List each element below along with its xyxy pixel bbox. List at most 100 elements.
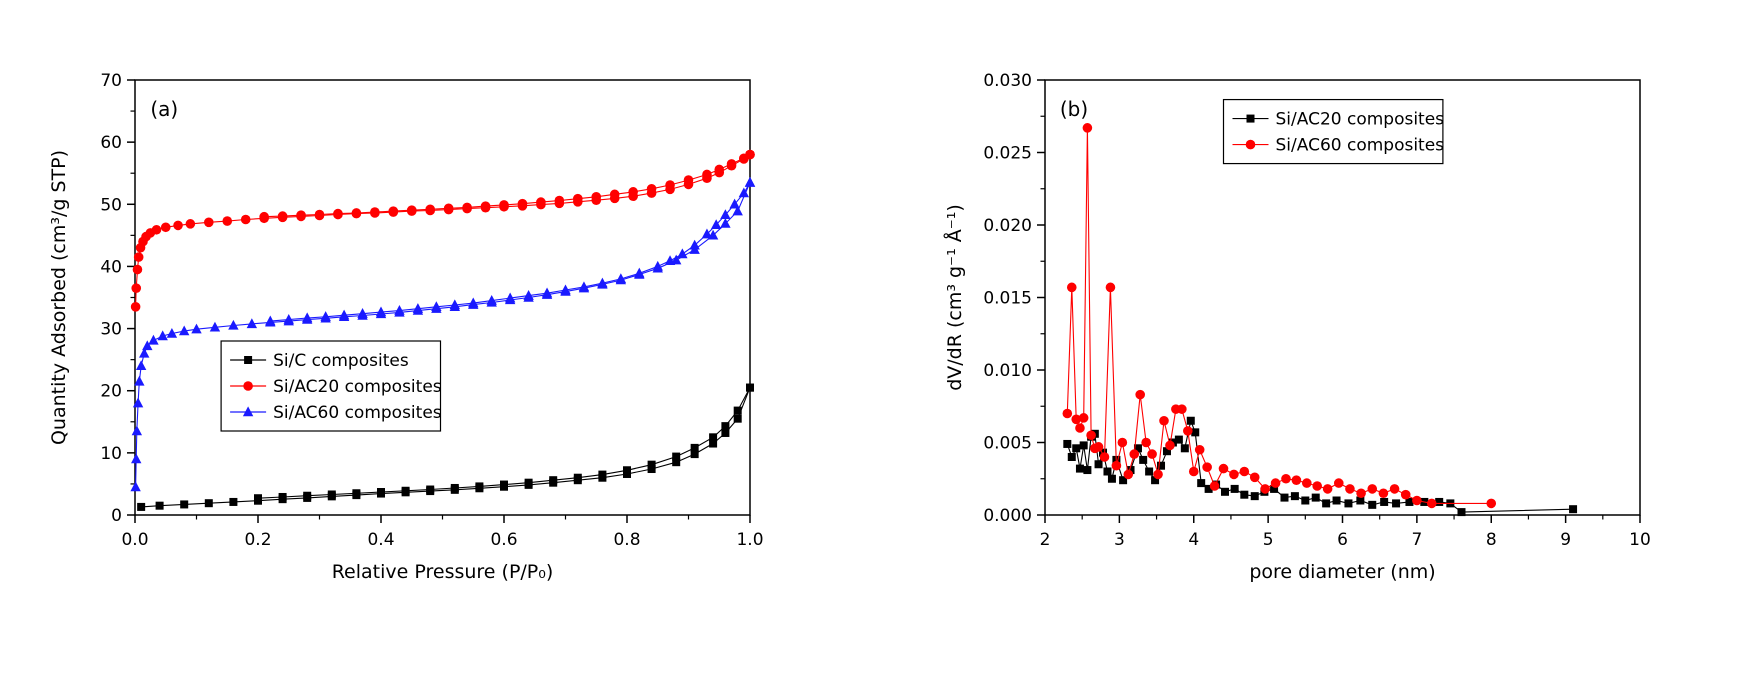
legend-label: Si/AC20 composites — [1276, 110, 1445, 130]
square-marker — [709, 439, 718, 448]
triangle-marker — [652, 260, 663, 271]
square-marker — [1311, 493, 1320, 502]
y-tick-label: 20 — [100, 382, 122, 402]
y-tick-label: 0.020 — [983, 216, 1032, 236]
circle-marker — [1229, 469, 1239, 480]
circle-marker — [1123, 469, 1134, 480]
circle-marker — [240, 214, 251, 225]
legend-label: Si/AC60 composites — [273, 403, 442, 423]
series-si-ac60-composites — [1062, 123, 1497, 509]
circle-marker — [646, 183, 657, 194]
triangle-marker — [130, 481, 141, 492]
x-tick-label: 7 — [1411, 530, 1422, 550]
square-marker — [1133, 444, 1142, 453]
plot-frame — [134, 79, 751, 516]
panel-b-pore-distribution-chart: 2 3 4 5 6 7 8 9 10 0.000 0.005 0.010 0.015 0.020 0.025… — [935, 50, 1655, 594]
square-marker — [1280, 493, 1289, 502]
circle-marker — [1078, 413, 1089, 423]
x-tick-label: 0.4 — [367, 530, 394, 550]
circle-marker — [1202, 462, 1212, 472]
square-marker — [137, 502, 146, 511]
square-marker — [721, 428, 730, 437]
circle-marker — [1356, 488, 1366, 499]
circle-marker — [1389, 484, 1400, 494]
circle-marker — [591, 192, 602, 202]
circle-marker — [1082, 123, 1093, 133]
series-line — [135, 154, 751, 307]
panel-a-isotherm-chart: 0.0 0.2 0.4 0.6 0.8 1.0 0 10 20 30 40 50 60 70 Relativ… — [35, 50, 765, 594]
circle-marker — [1367, 484, 1378, 494]
circle-marker — [351, 208, 362, 218]
x-tick-label: 9 — [1560, 530, 1571, 550]
square-marker — [352, 489, 361, 498]
square-marker — [1063, 439, 1072, 448]
square-marker — [426, 485, 435, 494]
square-marker — [709, 433, 718, 442]
circle-marker — [1066, 282, 1077, 293]
circle-marker — [406, 205, 417, 215]
legend-label: Si/C composites — [273, 351, 409, 371]
panel-label: (b) — [1060, 97, 1088, 121]
triangle-marker — [701, 228, 713, 239]
triangle-marker — [302, 312, 313, 323]
square-marker — [1139, 455, 1148, 464]
square-marker — [1180, 444, 1189, 453]
triangle-marker — [191, 323, 202, 334]
triangle-marker — [710, 219, 722, 229]
circle-marker — [739, 153, 749, 164]
circle-marker — [573, 193, 583, 204]
circle-marker — [1218, 463, 1229, 474]
square-marker — [733, 406, 742, 415]
square-marker — [721, 422, 730, 431]
triangle-marker — [449, 299, 460, 310]
circle-marker — [1135, 389, 1145, 400]
square-marker — [1186, 416, 1195, 425]
triangle-marker — [431, 301, 442, 312]
square-marker — [500, 480, 508, 489]
triangle-marker — [677, 248, 688, 259]
x-tick-label: 8 — [1486, 530, 1497, 550]
circle-marker — [151, 224, 162, 235]
square-marker — [244, 356, 253, 364]
square-marker — [204, 499, 213, 508]
circle-marker — [1245, 139, 1256, 150]
triangle-marker — [283, 313, 294, 324]
square-marker — [1290, 492, 1299, 501]
triangle-marker — [142, 340, 153, 351]
panel-a-isotherms-svg: 0.0 0.2 0.4 0.6 0.8 1.0 0 10 20 30 40 50 60 70 Relativ… — [48, 71, 764, 583]
triangle-marker — [729, 198, 740, 209]
triangle-marker — [486, 295, 497, 305]
panel-b-pore-distribution-svg: 2 3 4 5 6 7 8 9 10 0.000 0.005 0.010 0.015 0.020 0.025… — [943, 71, 1651, 583]
circle-marker — [1183, 426, 1193, 436]
circle-marker — [726, 159, 737, 169]
legend-label: Si/AC60 composites — [1276, 136, 1445, 156]
series-line — [1066, 127, 1492, 504]
square-marker — [1569, 505, 1578, 514]
square-marker — [1094, 460, 1103, 469]
triangle-marker — [578, 281, 590, 292]
y-tick-label: 0.005 — [983, 434, 1032, 454]
series-si-ac20-composites — [130, 149, 755, 312]
square-marker — [647, 465, 656, 474]
triangle-marker — [720, 209, 731, 220]
square-marker — [1191, 428, 1200, 437]
circle-marker — [702, 169, 712, 180]
square-marker — [573, 473, 582, 482]
circle-marker — [1239, 466, 1250, 477]
circle-marker — [388, 206, 399, 216]
triangle-marker — [209, 321, 221, 332]
circle-marker — [1400, 489, 1411, 500]
square-marker — [254, 494, 262, 503]
triangle-marker — [131, 453, 142, 464]
circle-marker — [314, 209, 325, 220]
square-marker — [1162, 447, 1171, 456]
triangle-marker — [744, 176, 756, 187]
triangle-marker — [541, 287, 553, 298]
circle-marker — [133, 252, 144, 262]
y-axis-label: Quantity Adsorbed (cm³/g STP) — [48, 150, 70, 445]
x-tick-label: 0.6 — [490, 530, 517, 550]
circle-marker — [1270, 478, 1281, 488]
square-marker — [1368, 500, 1377, 509]
triangle-marker — [265, 315, 276, 326]
triangle-marker — [131, 425, 143, 436]
